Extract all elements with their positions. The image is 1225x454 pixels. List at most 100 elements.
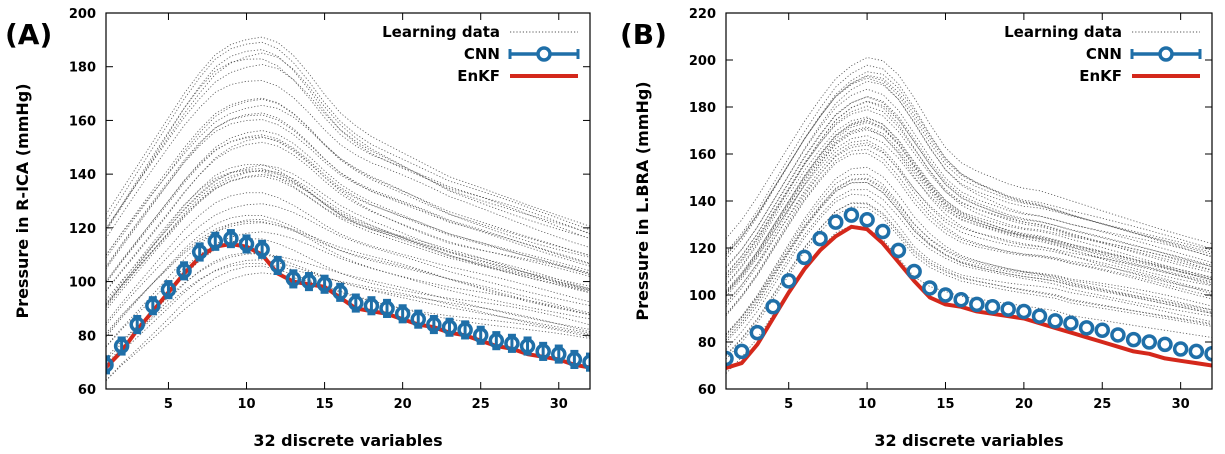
learning-data-curve — [106, 80, 590, 248]
learning-data-curve — [726, 77, 1212, 260]
cnn-marker — [394, 306, 411, 322]
cnn-marker — [1188, 343, 1205, 360]
cnn-marker — [796, 249, 813, 266]
cnn-point — [269, 255, 286, 276]
cnn-marker — [1125, 331, 1142, 348]
learning-data-curve — [726, 166, 1212, 335]
cnn-point — [176, 261, 192, 281]
y-axis-label: Pressure in R-ICA (mmHg) — [13, 83, 32, 318]
learning-data-curve — [106, 58, 590, 240]
x-tick-label: 25 — [472, 397, 490, 412]
learning-data-curve — [106, 36, 590, 227]
cnn-point — [223, 229, 239, 249]
cnn-marker — [301, 273, 317, 290]
cnn-marker — [191, 244, 208, 260]
cnn-point — [1110, 327, 1126, 343]
enkf-line — [106, 242, 590, 370]
x-tick-label: 10 — [858, 397, 876, 412]
cnn-point — [363, 296, 380, 316]
learning-data-curve — [106, 252, 590, 367]
cnn-marker — [875, 223, 891, 240]
y-tick-label: 180 — [69, 61, 96, 76]
learning-data-curve — [726, 120, 1212, 291]
cnn-marker — [765, 299, 781, 315]
cnn-point — [875, 223, 891, 240]
x-tick-label: 30 — [550, 397, 568, 412]
cnn-marker — [1172, 341, 1189, 357]
learning-data-curve — [106, 114, 590, 267]
cnn-point — [1000, 301, 1016, 317]
cnn-marker — [535, 343, 551, 360]
y-tick-label: 200 — [69, 7, 96, 22]
learning-data-curve — [106, 272, 590, 381]
cnn-point — [488, 331, 505, 351]
cnn-point — [1047, 313, 1063, 329]
x-tick-label: 25 — [1093, 397, 1111, 412]
cnn-point — [472, 325, 489, 345]
x-tick-label: 15 — [316, 397, 334, 412]
x-axis-label: 32 discrete variables — [874, 431, 1063, 450]
x-tick-label: 5 — [784, 397, 793, 412]
learning-data-curve — [726, 178, 1212, 341]
legend-label: EnKF — [457, 67, 500, 85]
cnn-marker — [1110, 327, 1126, 343]
enkf-line — [726, 224, 1212, 370]
y-tick-label: 140 — [69, 168, 96, 183]
cnn-marker — [238, 236, 255, 252]
legend-cnn-marker — [1158, 46, 1174, 62]
cnn-marker — [519, 338, 536, 354]
cnn-point — [1204, 346, 1212, 362]
cnn-point — [953, 291, 969, 308]
learning-data-curve — [106, 164, 590, 307]
cnn-point — [733, 343, 750, 360]
cnn-marker — [1204, 346, 1212, 362]
learning-data-curve — [726, 225, 1212, 374]
plot-area — [106, 36, 590, 381]
cnn-marker — [160, 281, 177, 298]
cnn-marker — [207, 233, 224, 250]
cnn-point — [1094, 322, 1111, 338]
cnn-point — [238, 234, 255, 254]
cnn-marker — [1047, 313, 1063, 329]
learning-data-curve — [726, 105, 1212, 280]
cnn-point — [922, 280, 938, 296]
cnn-point — [1063, 315, 1079, 331]
learning-data-curve — [726, 144, 1212, 303]
cnn-marker — [316, 276, 333, 293]
learning-data-curve — [106, 263, 590, 365]
learning-data-curve — [726, 64, 1212, 253]
y-tick-label: 140 — [689, 195, 716, 210]
learning-data-curve — [726, 182, 1212, 338]
cnn-marker — [1000, 301, 1016, 317]
cnn-marker — [733, 343, 750, 360]
learning-data-curve — [106, 175, 590, 311]
cnn-marker — [582, 354, 590, 370]
cnn-marker — [332, 284, 348, 301]
y-tick-label: 80 — [698, 336, 716, 351]
plot-area — [726, 57, 1212, 374]
cnn-marker — [551, 346, 567, 362]
y-tick-label: 220 — [689, 7, 716, 22]
learning-data-curve — [106, 136, 590, 292]
cnn-point — [551, 344, 567, 364]
axes-frame — [105, 12, 591, 390]
y-tick-label: 200 — [689, 54, 716, 69]
x-tick-label: 20 — [394, 397, 412, 412]
cnn-marker — [984, 299, 1001, 315]
y-tick-label: 80 — [78, 329, 96, 344]
learning-data-curve — [726, 126, 1212, 294]
cnn-point — [1016, 303, 1032, 320]
cnn-point — [796, 249, 813, 266]
cnn-marker — [379, 300, 395, 317]
learning-data-curve — [726, 193, 1212, 350]
cnn-marker — [566, 351, 583, 368]
cnn-point — [457, 320, 473, 340]
cnn-marker — [176, 263, 192, 279]
cnn-point — [1172, 341, 1189, 357]
learning-data-curve — [106, 173, 590, 305]
learning-data-curve — [726, 142, 1212, 315]
cnn-marker — [780, 273, 797, 289]
cnn-marker — [1063, 315, 1079, 331]
cnn-point — [780, 273, 797, 289]
cnn-marker — [441, 319, 458, 335]
